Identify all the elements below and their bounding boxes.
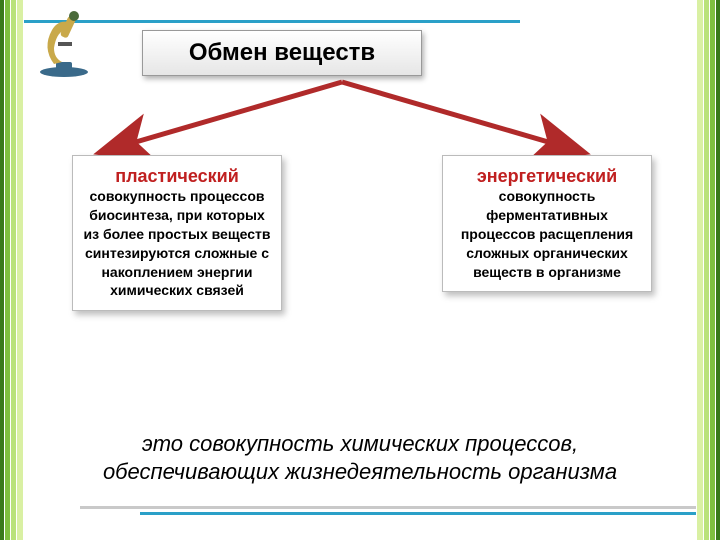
definition-text: это совокупность химических процессов, о… [62,430,658,485]
frame-stripe [710,0,715,540]
frame-right [698,0,720,540]
frame-stripe [704,0,709,540]
card-energy: энергетический совокупность ферментативн… [442,155,652,292]
branch-arrows [82,76,642,156]
card-energy-title: энергетический [451,166,643,187]
title-box: Обмен веществ [142,30,422,76]
card-plastic-title: пластический [81,166,273,187]
frame-left [0,0,22,540]
card-plastic-body: совокупность процессов биосинтеза, при к… [81,187,273,300]
card-energy-body: совокупность ферментативных процессов ра… [451,187,643,281]
arrow-right [342,82,562,146]
slide-title: Обмен веществ [189,39,375,67]
slide-content: Обмен веществ пластический совокупность … [22,0,698,540]
frame-stripe [5,0,10,540]
arrow-left [122,82,342,146]
microscope-icon [34,8,94,78]
frame-stripe [716,0,720,540]
card-plastic: пластический совокупность процессов биос… [72,155,282,311]
frame-stripe [11,0,16,540]
frame-stripe [0,0,4,540]
